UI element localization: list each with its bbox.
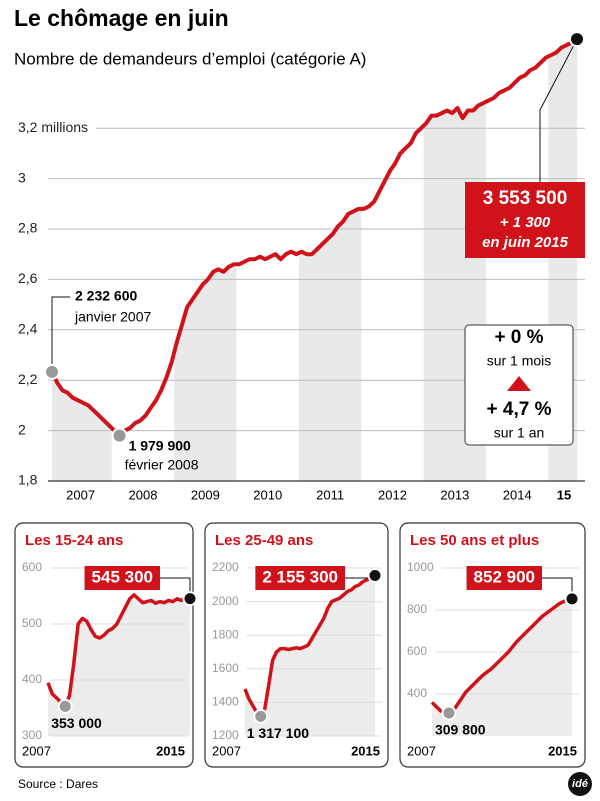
area bbox=[48, 594, 190, 736]
x-tick-label: 2008 bbox=[129, 487, 158, 502]
min-label: 309 800 bbox=[435, 722, 486, 738]
last-point bbox=[564, 591, 580, 607]
min-point bbox=[441, 705, 457, 721]
callout-date: en juin 2015 bbox=[482, 234, 569, 251]
y-tick-label: 600 bbox=[22, 560, 42, 574]
min-point bbox=[57, 698, 73, 714]
x-tick-label: 2007 bbox=[22, 743, 51, 758]
x-tick-label: 2012 bbox=[378, 487, 407, 502]
y-tick-label: 3,2 millions bbox=[18, 119, 88, 135]
x-tick-label: 2015 bbox=[548, 743, 577, 758]
y-tick-label: 2,2 bbox=[18, 371, 38, 387]
panel-title: Les 25-49 ans bbox=[215, 532, 313, 549]
area bbox=[432, 598, 572, 736]
y-tick-label: 1200 bbox=[212, 728, 239, 742]
logo: idé bbox=[572, 778, 588, 790]
annotation-date: janvier 2007 bbox=[74, 309, 151, 325]
logo-badge bbox=[568, 772, 592, 796]
last-point bbox=[367, 568, 383, 584]
connector bbox=[51, 296, 70, 372]
title: Le chômage en juin bbox=[14, 5, 229, 31]
last-point bbox=[569, 31, 585, 48]
y-tick-label: 2200 bbox=[212, 560, 239, 574]
min-point bbox=[253, 708, 269, 724]
y-tick-label: 2000 bbox=[212, 594, 239, 608]
annotation-value: 2 232 600 bbox=[75, 288, 137, 304]
data-line bbox=[46, 593, 191, 709]
panel-title: Les 50 ans et plus bbox=[410, 532, 539, 549]
y-tick-label: 1400 bbox=[212, 695, 239, 709]
annotation-value: 1 979 900 bbox=[129, 438, 191, 454]
last-label-box bbox=[466, 566, 542, 590]
y-tick-label: 3 bbox=[18, 169, 26, 185]
y-tick-label: 2,8 bbox=[18, 220, 38, 236]
area bbox=[245, 575, 375, 736]
change-value: + 0 % bbox=[494, 327, 543, 348]
data-line bbox=[430, 597, 573, 715]
y-tick-label: 300 bbox=[22, 728, 42, 742]
x-tick-label: 2009 bbox=[191, 487, 220, 502]
up-triangle bbox=[507, 376, 531, 391]
y-tick-label: 1800 bbox=[212, 627, 239, 641]
panel-title: Les 15-24 ans bbox=[25, 532, 123, 549]
last-label-box bbox=[255, 566, 345, 590]
annotation-date: février 2008 bbox=[125, 457, 199, 473]
y-tick-label: 400 bbox=[407, 686, 427, 700]
x-tick-label: 2007 bbox=[212, 743, 241, 758]
data-line bbox=[243, 573, 376, 719]
year-band bbox=[52, 39, 112, 481]
callout-change: + 1 300 bbox=[500, 214, 551, 231]
min-point bbox=[111, 427, 128, 444]
x-tick-label: 2013 bbox=[440, 487, 469, 502]
y-tick-label: 2 bbox=[18, 421, 26, 437]
data-line bbox=[50, 37, 579, 438]
change-period: sur 1 an bbox=[494, 425, 545, 441]
callout-box bbox=[465, 182, 585, 258]
x-tick-label: 15 bbox=[557, 487, 571, 502]
year-band bbox=[174, 39, 237, 481]
x-tick-label: 2011 bbox=[316, 487, 344, 502]
x-tick-label: 2015 bbox=[351, 743, 380, 758]
y-tick-label: 1000 bbox=[407, 560, 434, 574]
source: Source : Dares bbox=[18, 777, 98, 791]
y-tick-label: 800 bbox=[407, 602, 427, 616]
last-label: 852 900 bbox=[474, 567, 535, 586]
change-period: sur 1 mois bbox=[487, 353, 552, 369]
y-tick-label: 2,6 bbox=[18, 270, 38, 286]
last-label: 545 300 bbox=[92, 567, 153, 586]
y-tick-label: 400 bbox=[22, 672, 42, 686]
y-tick-label: 600 bbox=[407, 644, 427, 658]
min-label: 353 000 bbox=[51, 715, 102, 731]
y-tick-label: 1,8 bbox=[18, 472, 38, 488]
x-tick-label: 2010 bbox=[253, 487, 282, 502]
x-tick-label: 2015 bbox=[156, 743, 185, 758]
y-tick-label: 1600 bbox=[212, 661, 239, 675]
last-label-box bbox=[84, 566, 160, 590]
change-value: + 4,7 % bbox=[487, 399, 552, 420]
min-label: 1 317 100 bbox=[247, 725, 309, 741]
last-label: 2 155 300 bbox=[262, 567, 338, 586]
connector bbox=[539, 38, 578, 182]
start-point bbox=[44, 363, 60, 380]
x-tick-label: 2014 bbox=[503, 487, 532, 502]
x-tick-label: 2007 bbox=[407, 743, 436, 758]
y-tick-label: 500 bbox=[22, 616, 42, 630]
callout-value: 3 553 500 bbox=[483, 188, 568, 209]
last-point bbox=[182, 591, 198, 607]
x-tick-label: 2007 bbox=[66, 487, 95, 502]
subtitle: Nombre de demandeurs d’emploi (catégorie… bbox=[14, 49, 366, 68]
y-tick-label: 2,4 bbox=[18, 321, 38, 337]
